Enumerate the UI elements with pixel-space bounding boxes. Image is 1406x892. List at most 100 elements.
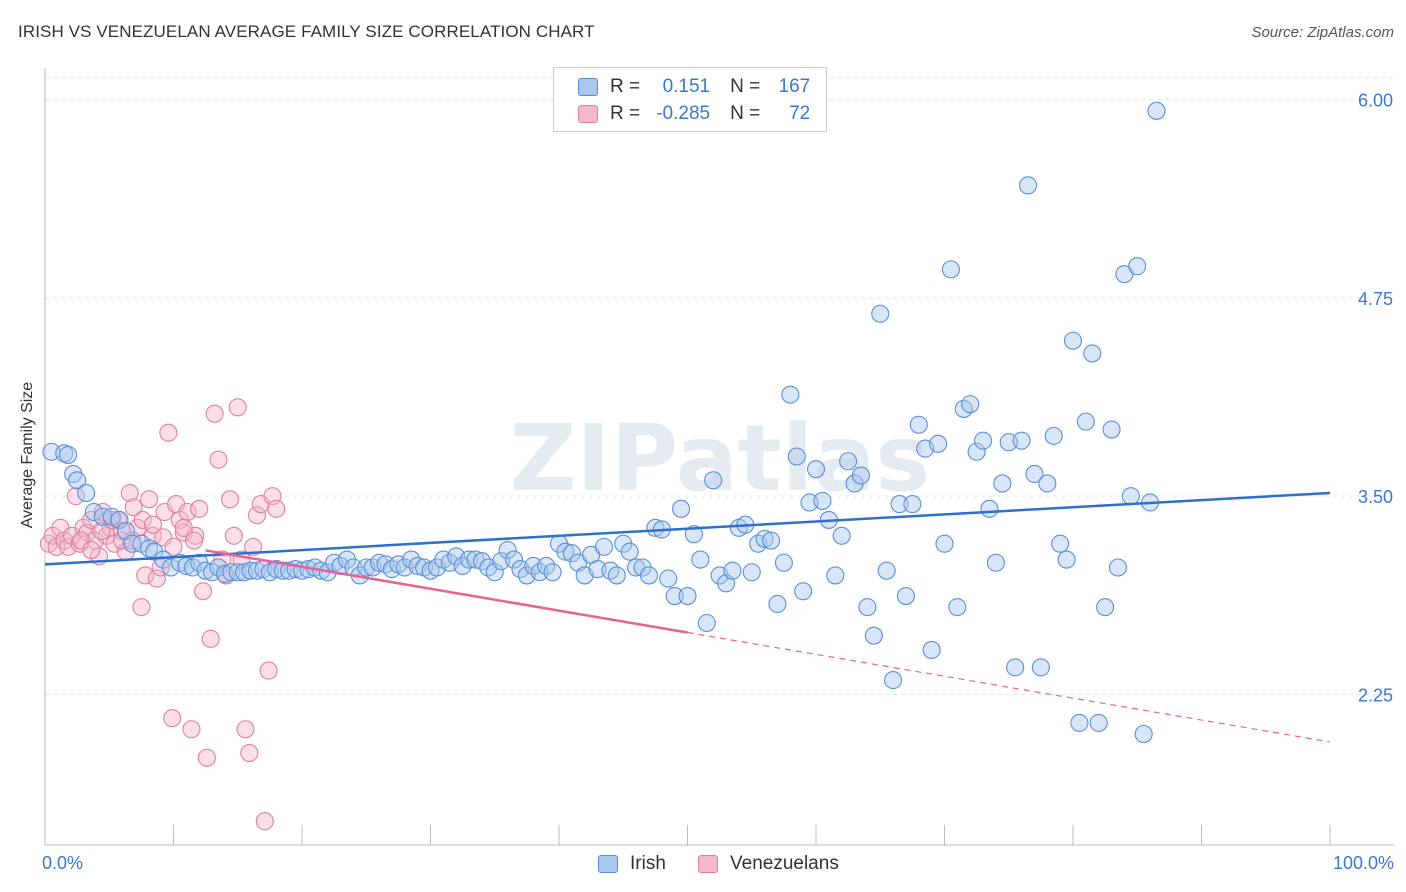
irish-point (929, 434, 948, 453)
legend-r-label: R = (610, 103, 641, 124)
venezuelan-point (205, 404, 224, 423)
x-tick-label-max: 100.0% (1332, 853, 1394, 873)
venezuelan-point (194, 582, 213, 601)
venezuelan-point (92, 521, 111, 541)
irish-point (774, 553, 793, 572)
irish-point (973, 431, 993, 450)
chart-title: IRISH VS VENEZUELAN AVERAGE FAMILY SIZE … (18, 22, 595, 41)
irish-point (684, 525, 703, 544)
legend-swatch-venezuelans (578, 105, 598, 123)
venezuelan-point (190, 499, 209, 518)
source-label: Source: ZipAtlas.com (1251, 24, 1394, 41)
irish-point (871, 304, 890, 323)
irish-point (1051, 534, 1070, 553)
irish-point (562, 544, 581, 563)
irish-point (665, 586, 684, 606)
irish-point (839, 452, 858, 471)
irish-point (485, 563, 504, 582)
y-tick-label: 2.25 (1358, 685, 1393, 705)
irish-point (858, 598, 877, 617)
irish-point (826, 566, 845, 585)
irish-point (903, 495, 922, 514)
irish-point (794, 582, 813, 601)
irish-point (1083, 344, 1102, 363)
venezuelan-point (201, 629, 220, 648)
venezuelan-point (220, 490, 240, 509)
bottom-legend-venezuelans: Venezuelans (698, 851, 839, 877)
venezuelans-points (39, 398, 286, 831)
irish-point (935, 534, 954, 553)
venezuelan-point (174, 518, 193, 537)
irish-point (877, 561, 896, 580)
venezuelan-point (182, 720, 201, 739)
venezuelan-point (244, 537, 263, 556)
legend-swatch-irish (578, 78, 598, 96)
legend-n-label: N = (730, 103, 761, 124)
irish-point (646, 518, 665, 537)
irish-point (993, 474, 1012, 493)
bottom-legend-label-venezuelans: Venezuelans (730, 853, 839, 874)
venezuelan-point (147, 569, 166, 588)
venezuelan-point (132, 598, 151, 617)
irish-point (1025, 464, 1044, 483)
venezuelan-point (236, 720, 255, 739)
irish-point (704, 471, 723, 490)
axes (44, 68, 1395, 846)
irish-point (890, 495, 909, 514)
venezuelan-point (143, 515, 162, 534)
irish-point (832, 526, 851, 545)
irish-point (697, 613, 716, 633)
trend-lines (44, 491, 1331, 743)
irish-point (1044, 426, 1063, 445)
venezuelan-point (224, 526, 243, 545)
legend-n-value-irish: 167 (778, 76, 811, 97)
irish-point (1070, 713, 1089, 732)
irish-point (659, 569, 678, 588)
irish-point (864, 626, 883, 645)
venezuelan-point (240, 743, 259, 763)
irish-point (1128, 257, 1147, 276)
irish-point (896, 586, 916, 606)
irish-point (761, 531, 781, 550)
venezuelan-point (140, 490, 159, 509)
bottom-legend-label-irish: Irish (630, 853, 666, 874)
venezuelan-point (159, 423, 178, 442)
y-tick-labels: 6.00 4.75 3.50 2.25 (1358, 91, 1393, 706)
irish-point (980, 499, 999, 518)
irish-point (941, 260, 960, 279)
irish-point (986, 553, 1005, 572)
legend-r-value-venezuelans: -0.285 (656, 103, 711, 124)
y-tick-label: 6.00 (1358, 91, 1393, 111)
venezuelan-point (66, 487, 85, 506)
irish-point (768, 594, 787, 614)
irish-point (723, 561, 742, 580)
irish-point (948, 598, 967, 617)
irish-point (781, 385, 800, 404)
legend-n-label: N = (730, 76, 761, 97)
bottom-legend-swatch-irish (598, 855, 618, 873)
venezuelan-point (164, 537, 183, 556)
irish-point (1031, 658, 1050, 677)
irish-point (755, 529, 774, 549)
legend-row-venezuelans: R = -0.285 N = 72 (578, 103, 810, 125)
irish-point (84, 502, 103, 522)
irish-point (1147, 101, 1166, 120)
bottom-legend-irish: Irish (598, 851, 666, 877)
legend-r-value-irish: 0.151 (662, 76, 711, 97)
irish-point (1038, 474, 1057, 493)
venezuelan-point (113, 531, 132, 550)
irish-point (68, 471, 87, 490)
irish-point (607, 566, 626, 585)
irish-point (110, 510, 129, 529)
venezuelan-point (120, 483, 139, 503)
venezuelan-point (197, 748, 216, 767)
irish-point (1089, 713, 1108, 732)
irish-point (504, 550, 524, 569)
irish-point (967, 442, 986, 461)
venezuelan-point (185, 531, 204, 550)
irish-point (59, 445, 78, 464)
irish-point (594, 537, 614, 556)
irish-point (806, 460, 826, 479)
legend-n-value-venezuelans: 72 (789, 103, 811, 124)
